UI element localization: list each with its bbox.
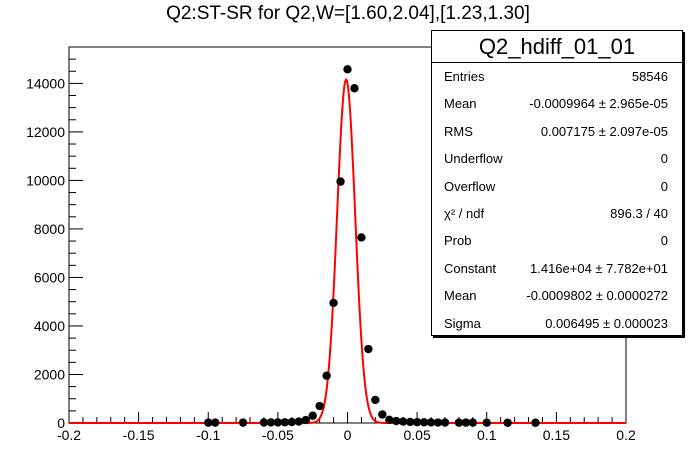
stats-value: 0.006495 ± 0.000023 [545, 315, 668, 331]
stats-row: Mean -0.0009802 ± 0.0000272 [432, 282, 682, 309]
stats-label: Overflow [444, 178, 496, 194]
data-point [426, 418, 436, 427]
data-point [433, 418, 443, 427]
x-tick-label: 0.15 [543, 427, 570, 443]
stats-label: Mean [444, 288, 477, 304]
stats-value: 58546 [631, 69, 668, 84]
stats-row: Constant 1.416e+04 ± 7.782e+01 [432, 255, 682, 282]
data-point [412, 417, 422, 427]
stats-label: Constant [444, 260, 497, 276]
stats-label: Entries [444, 69, 485, 84]
x-tick-label: -0.2 [57, 427, 81, 443]
data-point [280, 418, 290, 427]
stats-row: Sigma 0.006495 ± 0.000023 [432, 310, 682, 337]
stats-label: Mean [444, 96, 477, 112]
stats-label: Underflow [444, 151, 503, 167]
data-point [399, 417, 408, 426]
data-point [322, 371, 331, 380]
data-point [329, 298, 338, 308]
stats-value: 0 [660, 178, 668, 194]
data-point [343, 65, 352, 74]
data-point [419, 418, 429, 427]
data-point [503, 418, 512, 427]
y-tick-label: 0 [57, 415, 65, 431]
data-point [259, 418, 269, 427]
data-point [336, 177, 345, 186]
stats-value: -0.0009802 ± 0.0000272 [526, 288, 668, 304]
x-tick-label: -0.05 [262, 427, 294, 443]
stats-row: Prob 0 [432, 227, 682, 254]
data-point [301, 415, 310, 425]
x-tick-label: -0.1 [196, 427, 220, 443]
stats-value: 896.3 / 40 [610, 205, 668, 221]
chart-title: Q2:ST-SR for Q2,W=[1.60,2.04],[1.23,1.30… [166, 3, 530, 24]
data-point [315, 401, 324, 411]
stats-row: χ² / ndf 896.3 / 40 [432, 200, 682, 227]
x-tick-label: 0.1 [477, 427, 497, 443]
data-point [482, 418, 491, 427]
data-point [204, 418, 213, 427]
stats-value: 1.416e+04 ± 7.782e+01 [530, 260, 668, 276]
data-point [405, 417, 415, 427]
stats-title: Q2_hdiff_01_01 [432, 31, 682, 63]
data-point [454, 418, 464, 427]
y-tick-label: 4000 [34, 318, 65, 334]
data-point [371, 395, 380, 405]
data-point [350, 84, 359, 93]
y-tick-label: 6000 [34, 269, 65, 285]
y-tick-label: 8000 [34, 221, 65, 237]
x-tick-label: 0 [344, 427, 352, 443]
data-point [461, 418, 471, 427]
x-tick-label: -0.15 [123, 427, 155, 443]
data-point [531, 418, 540, 427]
y-tick-label: 14000 [26, 75, 65, 91]
stats-row: RMS 0.007175 ± 2.097e-05 [432, 118, 682, 145]
stats-label: Sigma [444, 315, 481, 331]
data-point [392, 416, 401, 426]
stats-row: Overflow 0 [432, 173, 682, 200]
data-point [308, 411, 317, 420]
stats-value: 0 [660, 151, 668, 167]
stats-label: Prob [444, 233, 472, 249]
y-tick-label: 10000 [26, 172, 65, 188]
stats-label: χ² / ndf [444, 205, 485, 221]
stats-value: 0.007175 ± 2.097e-05 [540, 123, 668, 139]
stats-value: -0.0009964 ± 2.965e-05 [529, 96, 668, 112]
data-point [468, 418, 478, 427]
data-points [204, 65, 540, 427]
data-point [364, 344, 373, 354]
data-point [273, 418, 283, 427]
stats-value: 0 [660, 233, 668, 249]
stats-label: RMS [444, 123, 473, 139]
data-point [385, 415, 394, 425]
data-point [357, 233, 366, 242]
data-point [378, 410, 387, 419]
data-point [266, 418, 276, 427]
data-point [440, 418, 450, 427]
stats-row: Mean -0.0009964 ± 2.965e-05 [432, 90, 682, 117]
x-tick-label: 0.2 [616, 427, 636, 443]
x-tick-label: 0.05 [404, 427, 431, 443]
data-point [238, 418, 248, 427]
stats-row: Entries 58546 [432, 63, 682, 90]
stats-row: Underflow 0 [432, 145, 682, 172]
data-point [294, 417, 303, 426]
data-point [211, 418, 220, 427]
stats-box: Q2_hdiff_01_01 Entries 58546 Mean -0.000996… [431, 30, 683, 336]
y-tick-label: 12000 [26, 124, 65, 140]
data-point [287, 417, 296, 427]
y-tick-label: 2000 [34, 366, 65, 382]
